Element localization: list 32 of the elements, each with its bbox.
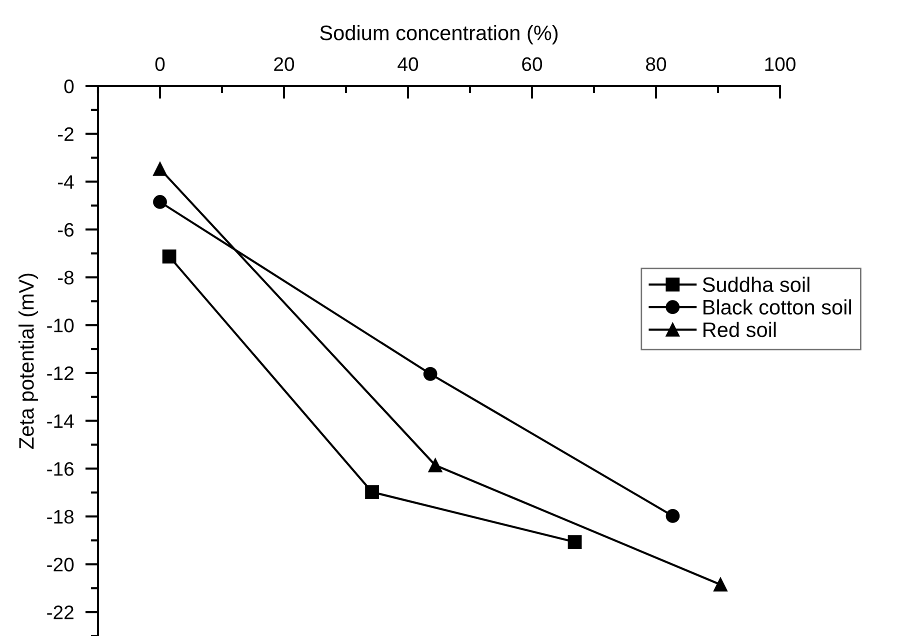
y-axis-title: Zeta potential (mV) [18, 274, 38, 449]
x-tick-label: 60 [522, 57, 542, 72]
x-axis-title: Sodium concentration (%) [320, 25, 558, 44]
x-tick-label: 80 [646, 57, 666, 72]
y-tick-label: -4 [58, 175, 74, 189]
point [568, 535, 582, 549]
point [162, 250, 176, 264]
point [153, 162, 167, 176]
y-tick-label: -16 [47, 462, 74, 476]
point [423, 366, 438, 381]
y-tick-label: -20 [47, 558, 74, 572]
point [365, 485, 379, 499]
legend-label: Red soil [704, 322, 776, 338]
y-tick-label: -14 [47, 414, 74, 428]
point [428, 458, 442, 472]
y-tick-label: -2 [58, 127, 74, 141]
x-tick-label: 0 [155, 57, 165, 72]
y-tick-label: -10 [47, 318, 74, 332]
point [714, 578, 728, 592]
legend-label: Black cotton soil [704, 299, 851, 315]
x-tick-label: 20 [274, 57, 294, 72]
y-tick-label: -8 [58, 270, 74, 285]
point [153, 195, 167, 209]
y-tick-label: 0 [64, 79, 74, 94]
x-tick-label: 40 [398, 57, 418, 72]
legend-label: Suddha soil [702, 276, 810, 292]
y-tick-label: -6 [58, 222, 74, 237]
x-tick-label: 100 [765, 57, 796, 72]
y-tick-label: -12 [47, 366, 74, 380]
y-tick-label: -18 [47, 510, 74, 524]
y-tick-label: -22 [47, 606, 74, 620]
point [666, 509, 680, 523]
